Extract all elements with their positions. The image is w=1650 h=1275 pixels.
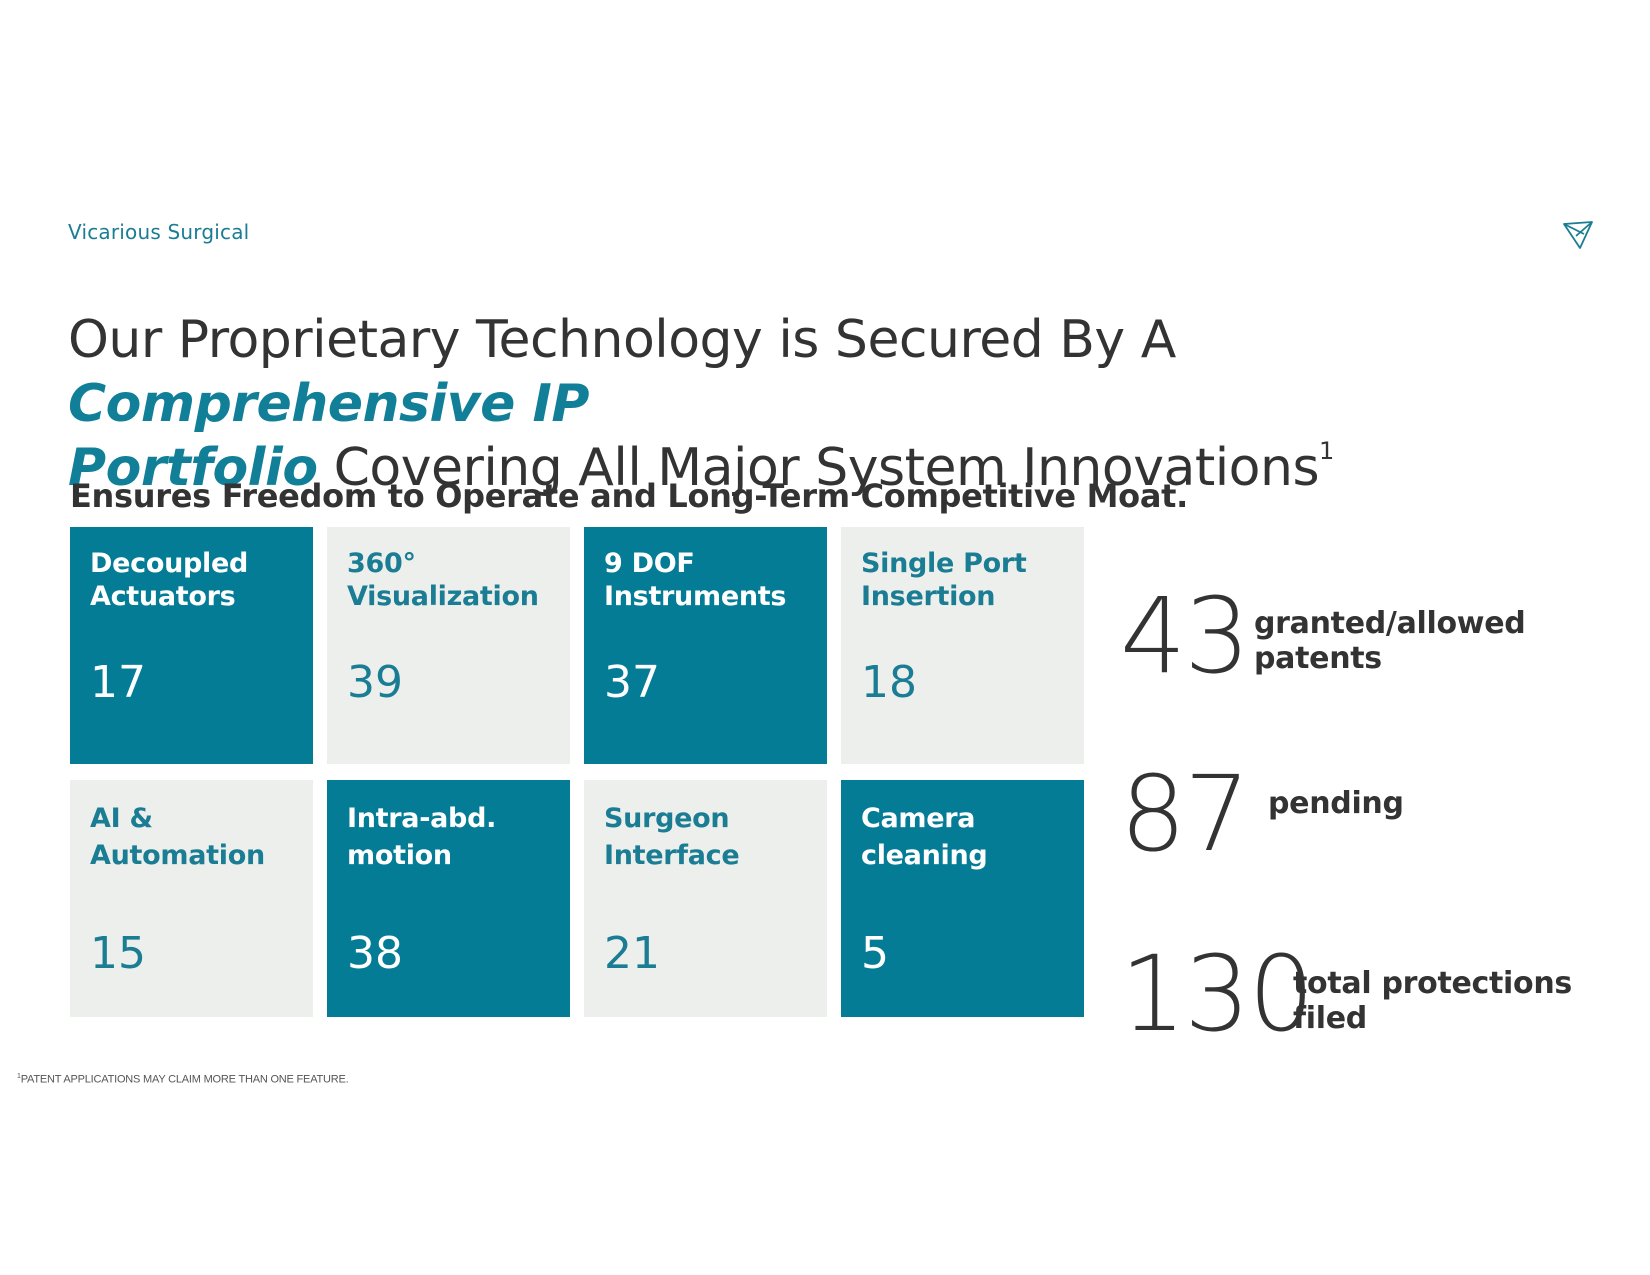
stat-pending-label: pending [1268,786,1404,821]
title-part2: Covering All Major System Innovations [317,438,1320,498]
title-highlight-1: Comprehensive IP [68,374,590,434]
tile-intra-abd-motion: Intra-abd. motion 38 [327,780,570,1017]
title-part1: Our Proprietary Technology is Secured By… [68,310,1176,370]
vicarious-logo-icon [1563,221,1593,249]
tile-9-dof-instruments: 9 DOF Instruments 37 [584,527,827,764]
stat-granted-number: 43 [1120,575,1250,697]
tile-label: Single Port Insertion [861,548,1027,612]
tile-ai-automation: AI & Automation 15 [70,780,313,1017]
tile-count: 15 [90,928,146,979]
stat-total-number: 130 [1120,933,1315,1055]
tile-count: 39 [347,657,403,708]
footnote-text: PATENT APPLICATIONS MAY CLAIM MORE THAN … [20,1073,349,1086]
tile-surgeon-interface: Surgeon Interface 21 [584,780,827,1017]
tile-camera-cleaning: Camera cleaning 5 [841,780,1084,1017]
tile-label: 360° Visualization [347,548,539,612]
tile-label: Camera cleaning [861,803,988,871]
tile-label: Decoupled Actuators [90,548,249,612]
tile-count: 18 [861,657,917,708]
footnote: 1PATENT APPLICATIONS MAY CLAIM MORE THAN… [17,1073,349,1086]
stat-total-label: total protections filed [1293,966,1572,1036]
page-title: Our Proprietary Technology is Secured By… [68,308,1568,500]
title-highlight-2: Portfolio [68,438,318,498]
tile-single-port-insertion: Single Port Insertion 18 [841,527,1084,764]
tile-label: Surgeon Interface [604,803,740,871]
tile-count: 21 [604,928,660,979]
subtitle: Ensures Freedom to Operate and Long-Term… [70,477,1189,515]
tile-count: 17 [90,657,146,708]
stat-pending-number: 87 [1120,753,1250,875]
title-footnote-marker: 1 [1319,437,1334,465]
tile-label: Intra-abd. motion [347,803,497,871]
footnote-marker: 1 [17,1073,21,1080]
tile-count: 38 [347,928,403,979]
brand-name: Vicarious Surgical [68,220,250,244]
tile-label: 9 DOF Instruments [604,548,787,612]
feature-grid: Decoupled Actuators 17 360° Visualizatio… [70,527,1086,1017]
stat-granted-label: granted/allowed patents [1254,606,1526,676]
tile-decoupled-actuators: Decoupled Actuators 17 [70,527,313,764]
tile-count: 5 [861,928,889,979]
tile-label: AI & Automation [90,803,265,871]
tile-count: 37 [604,657,660,708]
tile-360-visualization: 360° Visualization 39 [327,527,570,764]
